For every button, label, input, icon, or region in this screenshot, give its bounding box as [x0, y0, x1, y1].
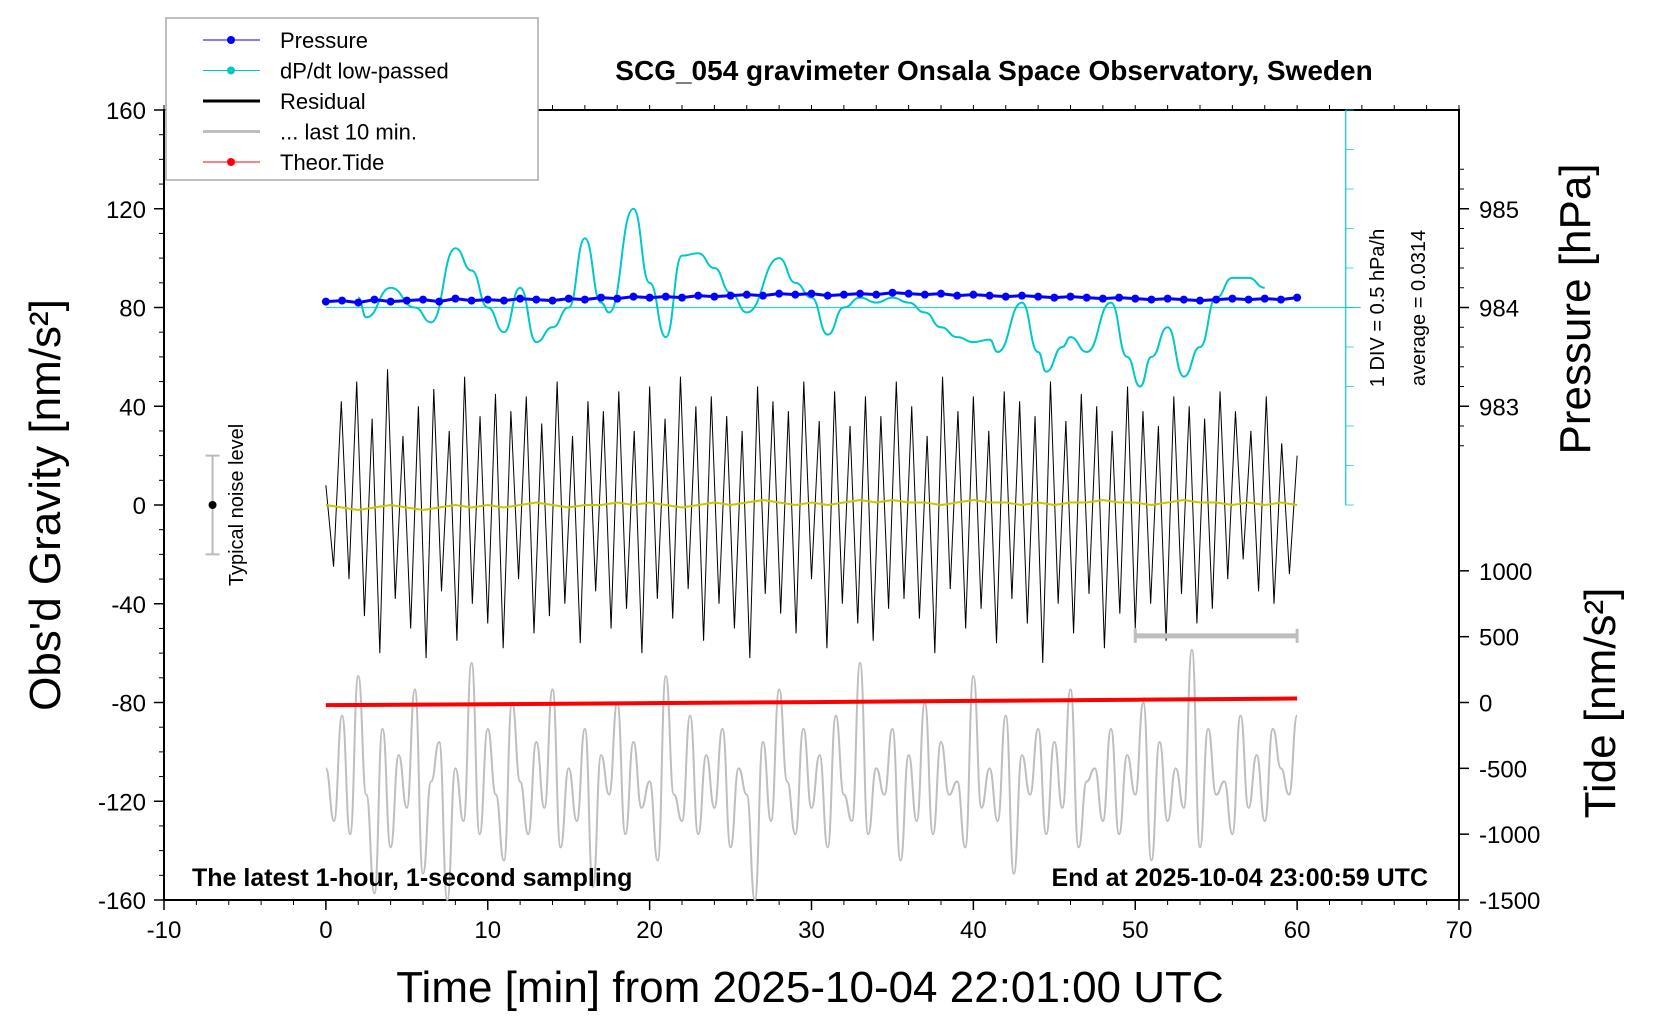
pressure-line	[325, 291, 1298, 305]
x-tick-label: 30	[798, 917, 825, 944]
tide-axis-label: Tide [nm/s²]	[1576, 588, 1625, 819]
legend-swatch-dot	[227, 158, 235, 166]
x-tick-label: 50	[1122, 917, 1149, 944]
tide-tick-label: 500	[1479, 625, 1519, 652]
pressure-tick-label: 984	[1479, 296, 1519, 323]
pressure-axis-label: Pressure [hPa]	[1551, 163, 1600, 454]
legend-label: ... last 10 min.	[280, 120, 417, 145]
x-axis-label: Time [min] from 2025-10-04 22:01:00 UTC	[396, 963, 1223, 1012]
annotation-right: End at 2025-10-04 23:00:59 UTC	[1051, 864, 1428, 892]
tide-tick-label: -1500	[1479, 888, 1540, 915]
tide-tick-label: 0	[1479, 691, 1492, 718]
pressure-tick-label: 983	[1479, 394, 1519, 421]
y-tick-label: -80	[111, 691, 146, 718]
y-tick-label: -120	[98, 789, 146, 816]
dpdt-scale-label: 1 DIV = 0.5 hPa/h	[1367, 229, 1389, 387]
legend-label: Theor.Tide	[280, 150, 384, 175]
chart-title: SCG_054 gravimeter Onsala Space Observat…	[615, 55, 1372, 86]
legend: Pressure dP/dt low-passed Residual ... last…	[165, 17, 539, 181]
axis-ticks: -10 0 10 20 30 40 50 60 70 160 120 80 40 0 -40 -80 -120 -…	[98, 98, 1540, 944]
legend-label: Residual	[280, 89, 366, 114]
y-tick-label: 120	[106, 197, 146, 224]
pressure-tick-label: 985	[1479, 197, 1519, 224]
dpdt-average-label: average = 0.0314	[1408, 230, 1430, 386]
y-tick-label: 80	[119, 296, 146, 323]
x-tick-label: 60	[1284, 917, 1311, 944]
tide-tick-label: -500	[1479, 756, 1527, 783]
x-tick-label: 20	[636, 917, 663, 944]
y-tick-label: -160	[98, 888, 146, 915]
tide-tick-label: -1000	[1479, 822, 1540, 849]
noise-center-dot	[208, 501, 217, 509]
x-tick-label: 70	[1446, 917, 1473, 944]
y-tick-label: 40	[119, 394, 146, 421]
tide-tick-label: 1000	[1479, 559, 1532, 586]
legend-swatch-dot	[227, 66, 235, 75]
residual-line	[325, 369, 1298, 664]
last10-line	[324, 648, 1299, 902]
x-tick-label: -10	[147, 917, 182, 944]
y-tick-label: 160	[106, 98, 146, 125]
y-tick-label: 0	[133, 493, 146, 520]
y-axis-label: Obs'd Gravity [nm/s²]	[21, 299, 70, 711]
legend-label: Pressure	[280, 28, 368, 53]
residual-smoothed-line	[325, 499, 1298, 511]
y-tick-label: -40	[111, 592, 146, 619]
legend-swatch-dot	[227, 36, 235, 44]
x-tick-label: 40	[960, 917, 987, 944]
annotation-left: The latest 1-hour, 1-second sampling	[192, 864, 632, 892]
legend-label: dP/dt low-passed	[280, 59, 449, 84]
data-marks	[205, 109, 1361, 902]
legend-box	[165, 17, 539, 181]
x-tick-label: 10	[474, 917, 501, 944]
tide-line	[325, 696, 1298, 708]
noise-level-label: Typical noise level	[226, 424, 248, 586]
x-tick-label: 0	[319, 917, 332, 944]
